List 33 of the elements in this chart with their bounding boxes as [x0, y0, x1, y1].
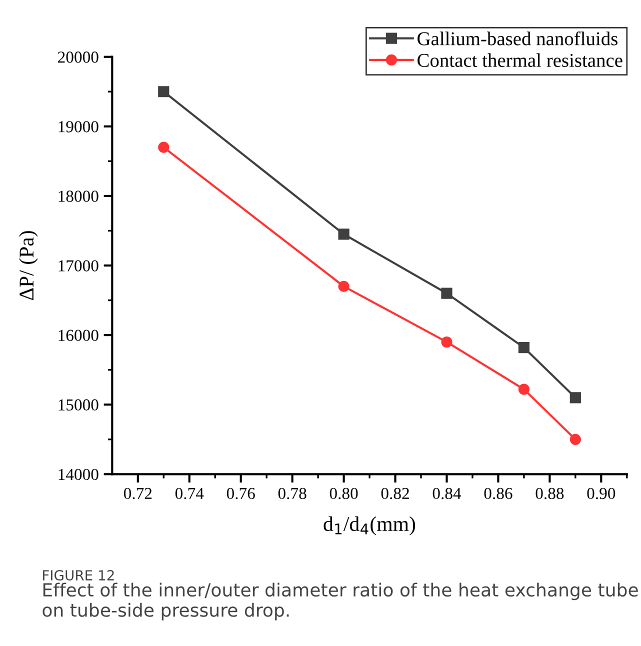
point	[338, 280, 350, 292]
x-tick-label: 0.88	[536, 488, 564, 500]
x-tick-label: 0.80	[330, 488, 358, 500]
x-tick-label: 0.74	[175, 488, 204, 500]
point	[441, 336, 452, 348]
point	[518, 384, 530, 395]
point	[338, 228, 350, 240]
y-tick-label: 20000	[58, 52, 98, 63]
legend-label: Contact thermal resistance	[418, 53, 622, 67]
x-tick-label: 0.90	[587, 488, 616, 500]
y-tick-label: 17000	[58, 260, 98, 272]
point	[570, 392, 581, 404]
x-tick-label: 0.82	[381, 488, 409, 500]
point	[570, 434, 581, 445]
x-tick-label: 0.84	[432, 488, 462, 500]
x-tick-label: 0.78	[278, 488, 306, 500]
y-axis-title: ΔP/ (Pa)	[18, 231, 38, 300]
point	[158, 142, 170, 153]
x-axis-title: d$_{1}$/d$_{4}$(mm)	[324, 516, 416, 536]
point	[518, 342, 530, 354]
point	[158, 86, 170, 98]
point	[441, 288, 452, 299]
x-tick-label: 0.86	[484, 488, 512, 500]
x-tick-label: 0.76	[226, 488, 255, 500]
text: Effect of the inner/outer diameter ratio of the heat exchange tube on tube-side pressure drop.	[42, 582, 638, 620]
y-tick-label: 14000	[58, 468, 98, 480]
y-tick-label: 15000	[58, 399, 98, 411]
x-tick-label: 0.72	[124, 488, 152, 500]
y-tick-label: 16000	[58, 330, 98, 342]
y-tick-label: 18000	[58, 190, 98, 202]
caption: FIGURE 12	[43, 570, 114, 581]
legend-label: Gallium-based nanofluids	[418, 31, 618, 46]
y-tick-label: 19000	[58, 121, 98, 132]
